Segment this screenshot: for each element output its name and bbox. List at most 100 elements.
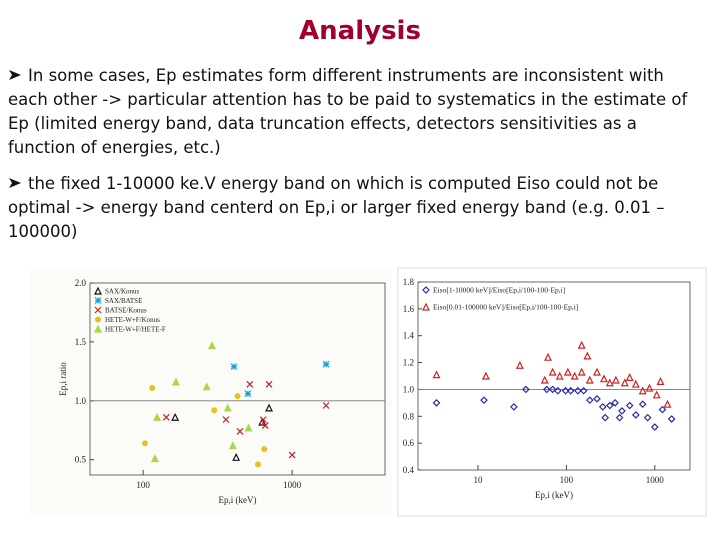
point (540, 375, 549, 384)
legend-label: SAX/BATSE (105, 297, 142, 305)
point (598, 403, 607, 411)
y-axis-label: Ep,i ratio (58, 362, 68, 396)
point (261, 446, 268, 453)
point (601, 413, 610, 422)
point (625, 401, 634, 410)
point (244, 423, 253, 432)
x-tick-label: 10 (473, 475, 483, 485)
point (149, 384, 156, 391)
point (618, 407, 626, 415)
point (94, 286, 102, 295)
point (222, 416, 230, 424)
point (521, 385, 530, 394)
point (162, 413, 170, 421)
point (515, 360, 524, 369)
point (236, 427, 244, 435)
point (422, 302, 430, 311)
point (171, 412, 180, 421)
point (656, 377, 665, 385)
point (645, 383, 654, 392)
point (658, 405, 667, 414)
y-tick-label: 1.0 (403, 384, 415, 394)
point (593, 394, 601, 403)
point (265, 380, 273, 388)
legend-label: BATSE/Konus (105, 307, 147, 315)
point (94, 324, 102, 333)
point (611, 375, 620, 384)
x-axis-label: Ep,i (keV) (219, 495, 257, 505)
point (605, 378, 614, 387)
point (570, 371, 579, 380)
point (480, 396, 488, 405)
point (566, 386, 575, 395)
point (650, 423, 659, 431)
x-tick-label: 1000 (646, 475, 665, 485)
bullet-arrow (9, 70, 21, 80)
point (563, 367, 572, 376)
y-tick-label: 1.4 (403, 331, 415, 341)
legend-label: HETE-W+F/HETE-F (105, 326, 166, 334)
point (153, 412, 162, 421)
point (585, 396, 594, 405)
legend-label: SAX/Konus (105, 288, 140, 296)
point (481, 371, 490, 380)
point (208, 341, 216, 350)
point (171, 377, 180, 386)
legend-label: Eiso[0.01-100000 keV]/Eiso[Ep,i/100-100·… (433, 303, 578, 312)
y-tick-label: 0.6 (403, 438, 415, 448)
point (261, 422, 269, 429)
point (611, 399, 619, 407)
point (288, 451, 296, 459)
x-tick-label: 100 (560, 475, 574, 485)
point (555, 371, 564, 380)
plot-frame (89, 282, 386, 476)
point (577, 340, 586, 349)
point (422, 286, 430, 294)
y-tick-label: 0.4 (403, 465, 415, 475)
point (615, 413, 624, 422)
point (211, 407, 218, 414)
point (620, 378, 629, 387)
x-tick-label: 100 (136, 480, 150, 490)
point (553, 386, 562, 395)
y-tick-label: 1.6 (403, 304, 415, 314)
point (432, 370, 441, 379)
y-tick-label: 1.0 (75, 396, 87, 406)
point (631, 379, 640, 388)
y-tick-label: 0.8 (403, 411, 415, 421)
point (228, 441, 237, 450)
y-tick-label: 0.5 (75, 455, 87, 465)
point (663, 399, 672, 408)
point (230, 363, 238, 371)
point (583, 351, 592, 360)
point (605, 401, 614, 410)
point (548, 367, 557, 376)
point (259, 416, 267, 424)
point (548, 385, 557, 394)
point (574, 386, 582, 395)
point (643, 413, 652, 422)
point (638, 400, 647, 409)
plot-frame (417, 281, 691, 471)
point (234, 393, 241, 400)
point (638, 386, 647, 395)
y-tick-label: 2.0 (75, 278, 87, 288)
point (561, 386, 570, 395)
point (667, 415, 676, 423)
point (94, 297, 102, 304)
point (265, 403, 274, 412)
bullet-text: In some cases, Ep estimates form differe… (8, 66, 688, 157)
x-tick-label: 1000 (283, 480, 302, 490)
point (223, 403, 232, 412)
chart-panel (30, 268, 392, 516)
bullet-arrow (9, 178, 21, 188)
point (625, 373, 634, 381)
point (631, 411, 640, 419)
point (150, 454, 159, 463)
point (652, 390, 661, 399)
bullet: the fixed 1-10000 ke.V energy band on wh… (8, 172, 708, 244)
point (202, 382, 211, 391)
point (593, 367, 601, 376)
